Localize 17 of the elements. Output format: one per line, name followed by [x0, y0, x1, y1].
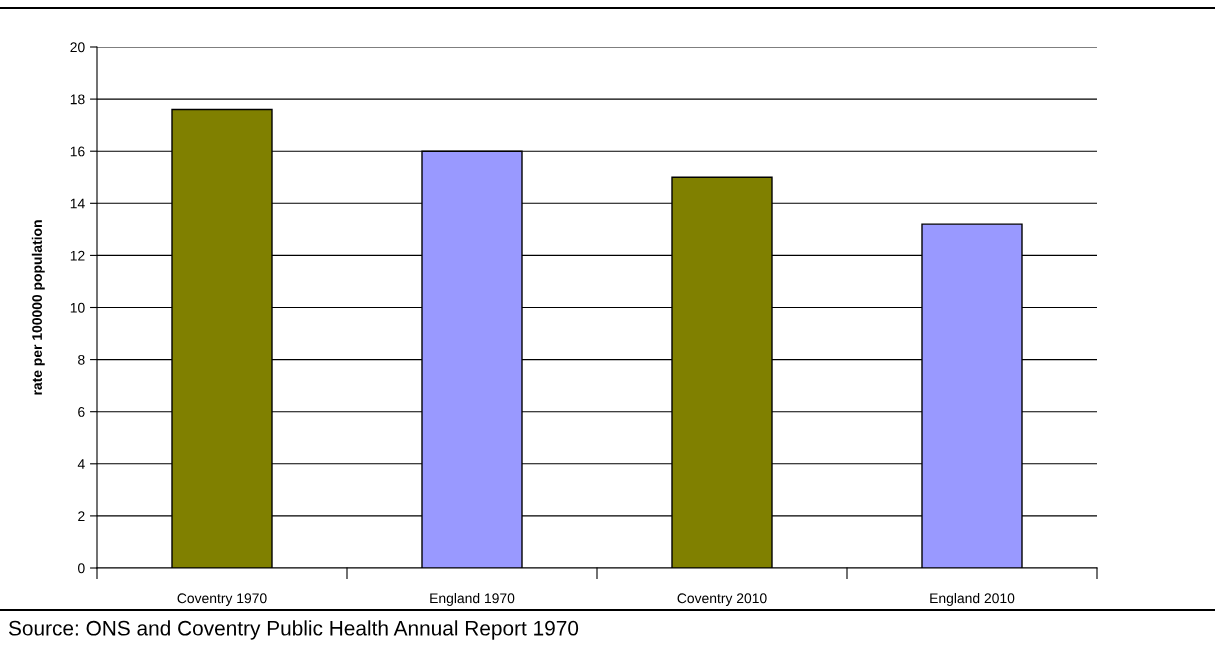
source-note: Source: ONS and Coventry Public Health Annual Report 1970 [8, 620, 579, 640]
y-tick-label: 18 [70, 94, 85, 105]
y-tick-label: 10 [70, 302, 85, 313]
y-tick-label: 4 [77, 459, 85, 469]
y-tick-label: 2 [78, 511, 85, 521]
y-tick-label: 16 [70, 146, 85, 157]
x-tick-label: England 2010 [930, 593, 1015, 606]
y-tick-label: 20 [70, 42, 85, 53]
x-tick-label: Coventry 1970 [177, 593, 267, 606]
y-tick-label: 0 [78, 563, 85, 574]
y-tick-label: 8 [78, 354, 85, 365]
y-tick-label: 6 [78, 407, 85, 417]
x-tick-label: Coventry 2010 [677, 593, 767, 606]
x-tick-label: England 1970 [430, 593, 515, 606]
y-tick-label: 12 [70, 250, 85, 261]
y-axis-title: rate per 100000 population [31, 220, 45, 395]
y-tick-label: 14 [70, 198, 85, 209]
